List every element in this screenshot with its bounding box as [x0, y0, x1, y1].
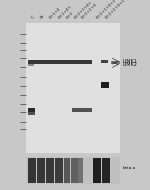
Text: Br: Br	[40, 14, 46, 20]
Text: C: C	[31, 15, 36, 20]
Bar	[28, 108, 34, 112]
Bar	[100, 82, 109, 88]
Bar	[100, 60, 108, 63]
Bar	[28, 112, 34, 115]
Bar	[64, 158, 70, 183]
Bar	[46, 158, 54, 183]
Text: K+2+1+4+: K+2+1+4+	[74, 0, 93, 20]
Bar	[28, 158, 36, 183]
Bar	[102, 158, 110, 183]
Bar	[93, 158, 101, 183]
Text: K+2+1+4+2+: K+2+1+4+2+	[105, 0, 129, 20]
Text: K+1+4: K+1+4	[49, 7, 62, 20]
Text: beta-a: beta-a	[122, 166, 135, 170]
Text: K+1+4+: K+1+4+	[58, 4, 73, 20]
Bar	[28, 64, 34, 66]
Bar	[26, 23, 120, 153]
Bar	[28, 60, 92, 64]
Bar	[111, 61, 120, 64]
Bar	[26, 157, 120, 184]
Bar	[72, 108, 92, 112]
Text: K+2+1+4: K+2+1+4	[80, 2, 98, 20]
Text: LIMK1: LIMK1	[122, 59, 137, 64]
Text: K+2+1+4+2: K+2+1+4+2	[96, 0, 118, 20]
Bar	[37, 158, 45, 183]
Bar	[71, 158, 78, 183]
Text: LIMK2: LIMK2	[122, 62, 137, 67]
Text: K+2: K+2	[66, 11, 75, 20]
Bar	[55, 158, 63, 183]
Bar	[78, 158, 83, 183]
